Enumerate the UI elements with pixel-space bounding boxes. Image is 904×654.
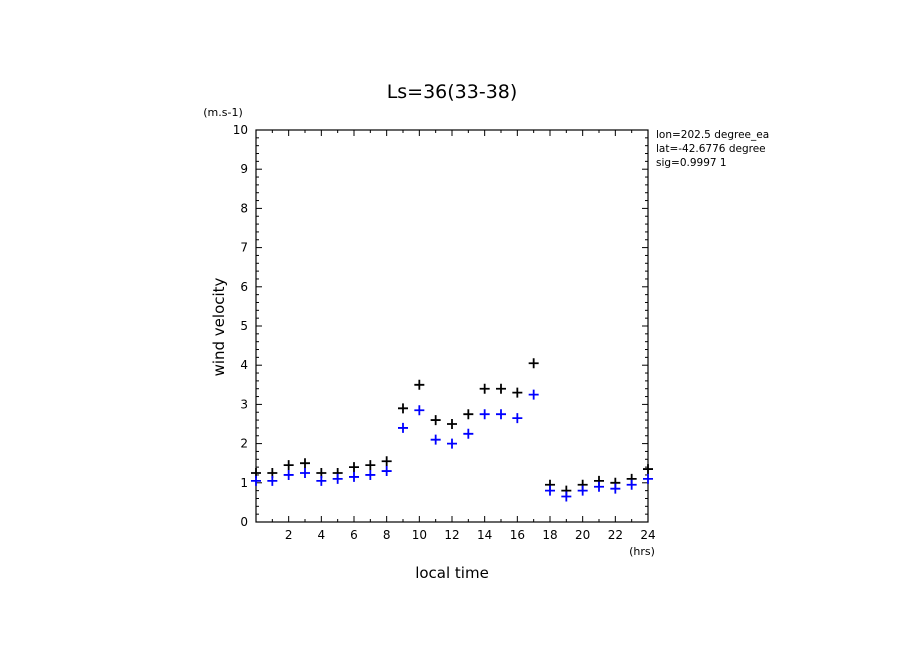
y-tick-label: 5: [240, 319, 248, 333]
data-point: [430, 434, 441, 445]
data-point: [463, 409, 474, 420]
x-unit-label: (hrs): [629, 545, 655, 558]
data-point: [316, 475, 327, 486]
info-line-sig: sig=0.9997 1: [656, 157, 727, 169]
data-point: [643, 473, 653, 484]
x-tick-label: 20: [575, 528, 590, 542]
data-point: [463, 428, 474, 439]
y-axis-label: wind velocity: [210, 277, 228, 376]
data-point: [430, 415, 441, 426]
data-point: [300, 458, 310, 469]
x-tick-label: 10: [412, 528, 427, 542]
data-point: [610, 483, 621, 494]
data-point: [414, 405, 425, 416]
series-2: [251, 389, 653, 502]
data-point: [381, 456, 392, 467]
data-point: [594, 481, 604, 492]
y-tick-label: 6: [240, 280, 248, 294]
x-tick-label: 4: [318, 528, 326, 542]
data-point: [496, 383, 506, 394]
data-point: [528, 389, 539, 400]
data-point: [479, 383, 490, 394]
data-point: [447, 438, 457, 449]
data-point: [300, 468, 310, 478]
y-tick-label: 9: [240, 162, 248, 176]
data-point: [561, 491, 572, 502]
data-point: [365, 460, 376, 471]
data-point: [577, 485, 588, 496]
data-point: [283, 469, 294, 480]
data-point: [447, 419, 457, 429]
data-point: [381, 466, 392, 477]
series-1: [251, 358, 653, 496]
x-tick-label: 16: [510, 528, 525, 542]
y-tick-label: 1: [240, 476, 248, 490]
x-tick-label: 6: [350, 528, 358, 542]
info-line-lat: lat=-42.6776 degree: [656, 143, 766, 155]
data-point: [545, 485, 555, 496]
data-point: [398, 403, 408, 414]
info-line-lon: lon=202.5 degree_ea: [656, 129, 769, 141]
data-point: [512, 413, 523, 424]
info-box: lon=202.5 degree_ea lat=-42.6776 degree …: [656, 129, 769, 169]
data-point: [251, 475, 261, 486]
y-tick-label: 7: [240, 241, 248, 255]
plot-frame: [255, 129, 649, 523]
y-tick-label: 8: [240, 201, 248, 215]
x-tick-label: 22: [608, 528, 623, 542]
x-tick-label: 18: [542, 528, 557, 542]
data-point: [512, 387, 523, 398]
x-axis-label: local time: [415, 564, 489, 582]
y-tick-label: 0: [240, 515, 248, 529]
data-point: [626, 479, 637, 490]
data-point: [643, 464, 653, 475]
data-markers: [251, 358, 653, 502]
axis-ticks: [255, 129, 649, 523]
x-tick-label: 24: [640, 528, 655, 542]
chart-title: Ls=36(33-38): [387, 81, 518, 103]
data-point: [414, 379, 425, 390]
x-tick-label: 12: [444, 528, 459, 542]
x-tick-label: 14: [477, 528, 492, 542]
data-point: [349, 471, 359, 482]
data-point: [479, 409, 490, 420]
y-tick-label: 4: [240, 358, 248, 372]
y-unit-label: (m.s-1): [203, 106, 243, 119]
data-point: [332, 473, 343, 484]
x-tick-label: 2: [285, 528, 293, 542]
y-tick-label: 10: [233, 123, 248, 137]
data-point: [283, 460, 294, 471]
data-point: [528, 358, 539, 369]
y-tick-label: 2: [240, 437, 248, 451]
data-point: [496, 409, 506, 420]
data-point: [267, 475, 278, 486]
data-point: [365, 469, 376, 480]
y-tick-label: 3: [240, 397, 248, 411]
data-point: [398, 422, 408, 433]
x-tick-label: 8: [383, 528, 391, 542]
data-point: [349, 462, 359, 473]
